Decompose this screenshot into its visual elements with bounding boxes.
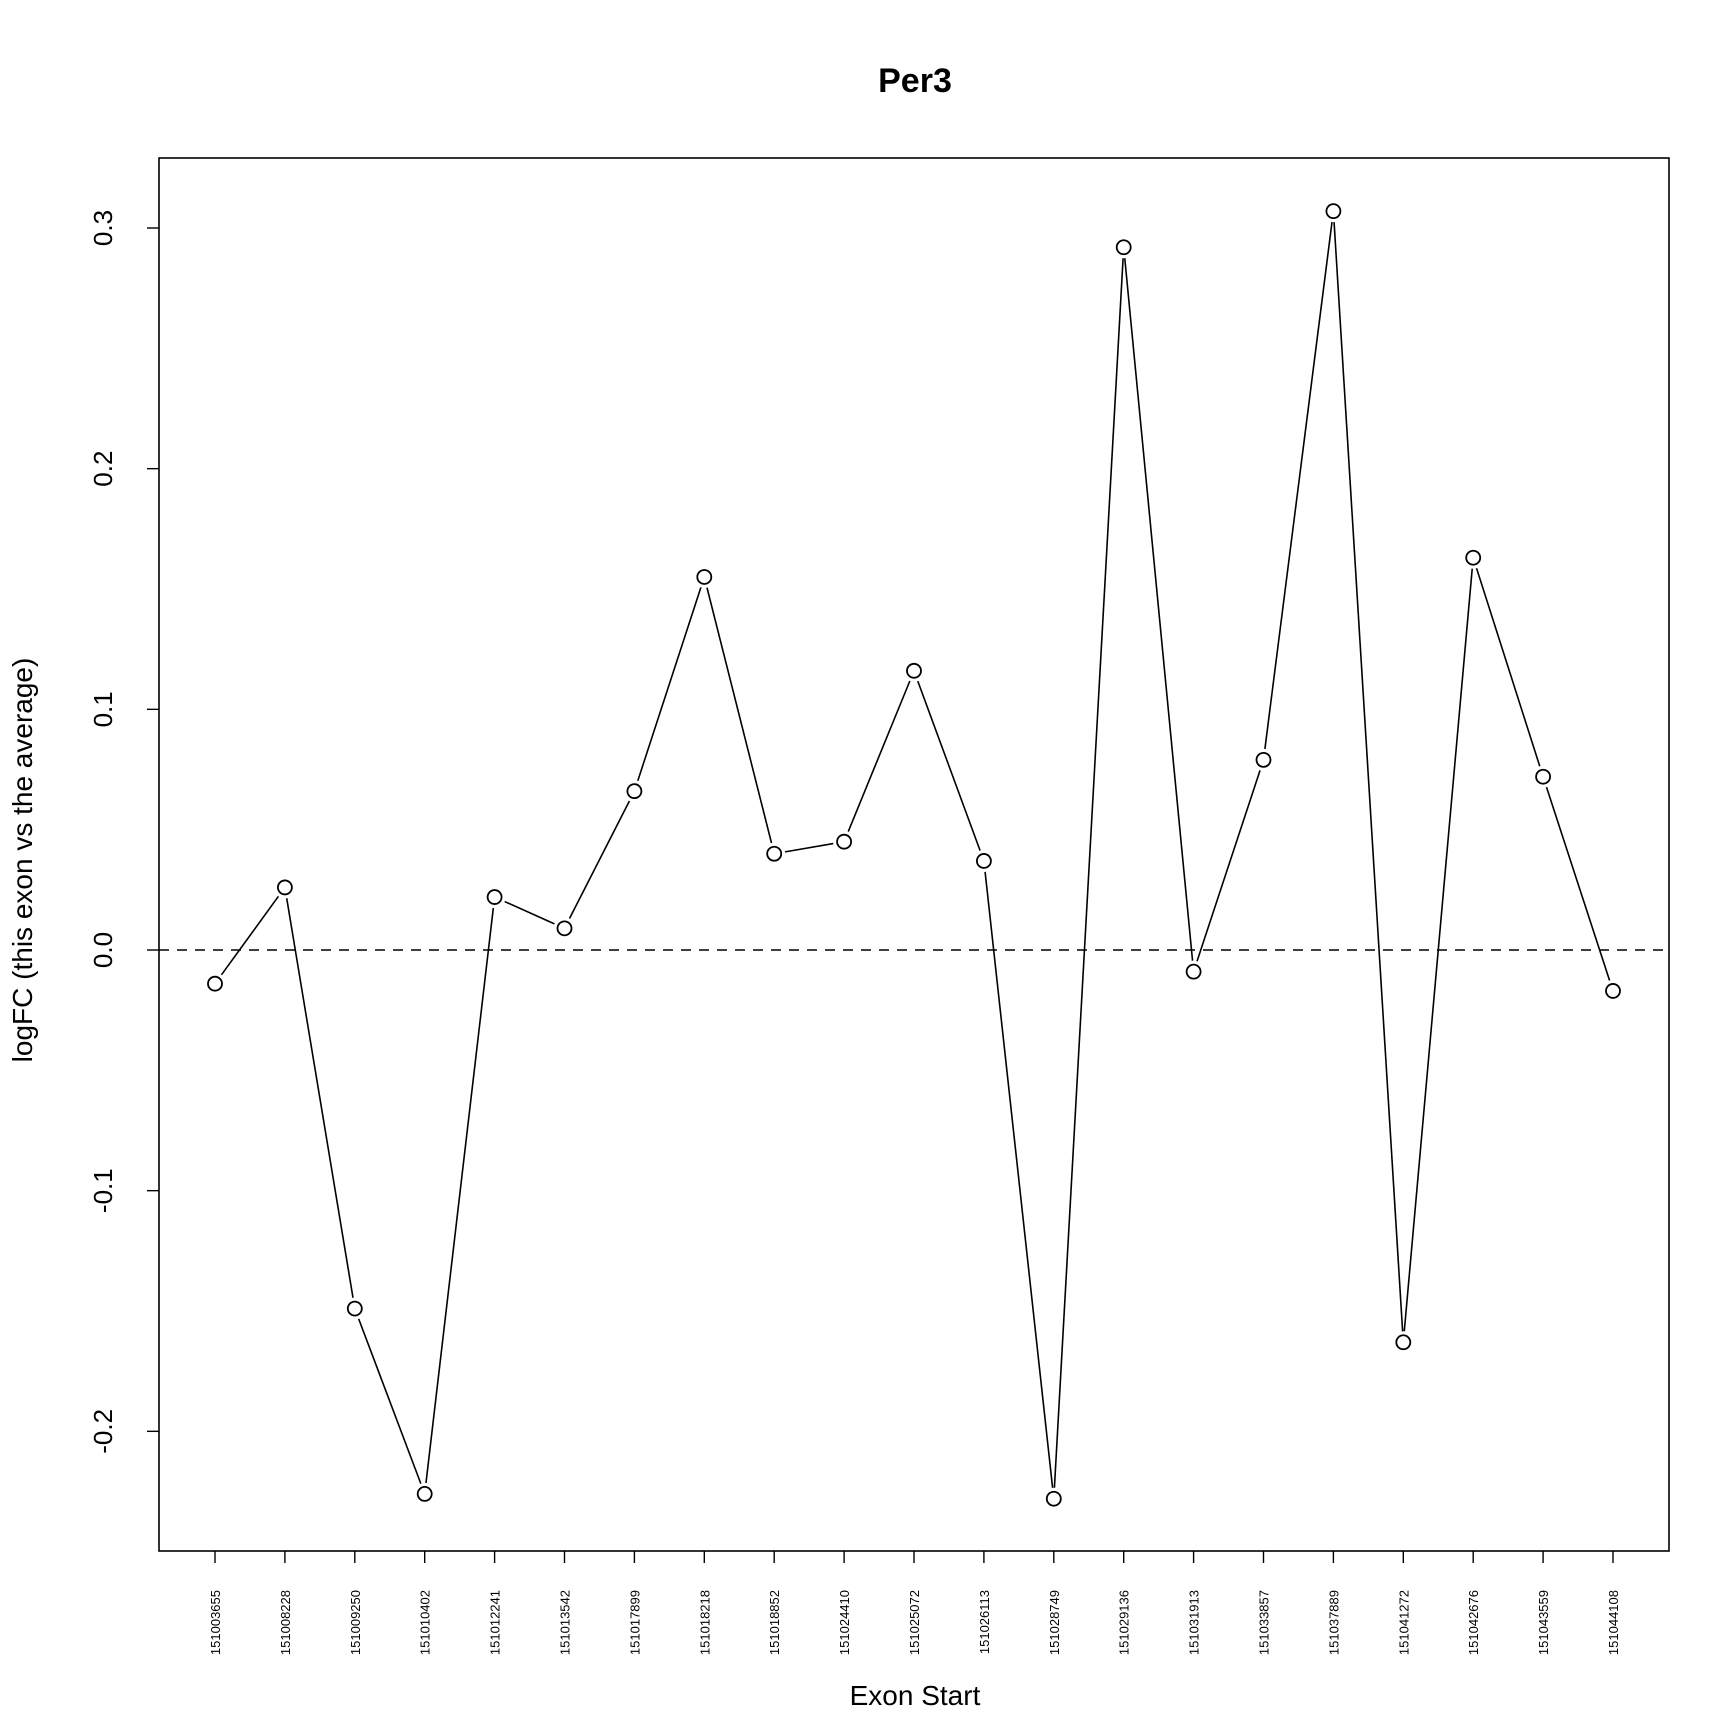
line-segment (1475, 567, 1541, 767)
data-point (696, 569, 713, 585)
x-tick-label: 151024410 (837, 1590, 852, 1655)
data-point (976, 853, 992, 869)
data-point (1325, 203, 1342, 220)
x-tick-label: 151018218 (697, 1590, 712, 1655)
data-point (1255, 751, 1272, 768)
x-tick-label: 151029136 (1117, 1590, 1132, 1655)
line-segment (220, 895, 280, 976)
data-point (416, 1486, 433, 1502)
data-point (1605, 983, 1621, 999)
x-tick-label: 151033857 (1257, 1590, 1272, 1655)
line-segment (504, 900, 555, 925)
line-segment (1333, 222, 1404, 1332)
data-point (1045, 1490, 1062, 1507)
data-point (766, 845, 783, 862)
line-segment (706, 587, 773, 844)
line-segment (285, 898, 354, 1298)
plot-frame (158, 157, 1670, 1552)
y-axis-label: logFC (this exon vs the average) (7, 658, 38, 1063)
x-tick-label: 151037889 (1326, 1590, 1341, 1655)
line-segment (847, 680, 911, 832)
data-point (1465, 549, 1482, 566)
x-tick-label: 151028749 (1047, 1590, 1062, 1655)
line-segment (784, 842, 834, 853)
y-tick-label: -0.1 (88, 1168, 118, 1213)
series-points (207, 203, 1621, 1507)
data-point (906, 662, 922, 679)
x-tick-label: 151031913 (1187, 1590, 1202, 1655)
x-axis-label: Exon Start (850, 1680, 981, 1711)
y-tick-label: 0.1 (88, 691, 118, 727)
y-axis: -0.2 -0.1 0.0 0.1 0.2 0.3 (88, 210, 159, 1454)
x-tick-label: 151017899 (627, 1590, 642, 1655)
x-tick-label: 151041272 (1396, 1590, 1411, 1655)
line-segment (1123, 258, 1194, 961)
x-tick-label: 151013542 (558, 1590, 573, 1655)
data-point (626, 783, 643, 800)
x-tick-label: 151026113 (977, 1590, 992, 1654)
line-segment (1053, 258, 1124, 1488)
x-tick-label: 151018852 (767, 1590, 782, 1655)
x-tick-label: 151009250 (348, 1590, 363, 1655)
y-tick-label: 0.2 (88, 451, 118, 487)
data-point (556, 920, 573, 937)
x-tick-label: 151008228 (278, 1590, 293, 1655)
x-tick-label: 151003655 (208, 1590, 223, 1655)
line-segment (1403, 568, 1474, 1332)
line-segment (425, 907, 495, 1484)
data-point (1535, 768, 1551, 785)
data-point (1115, 239, 1132, 256)
x-tick-label: 151042676 (1466, 1590, 1481, 1655)
data-point (1185, 963, 1202, 980)
line-segment (637, 587, 702, 781)
x-tick-label: 151025072 (907, 1590, 922, 1655)
x-tick-label: 151010402 (418, 1590, 433, 1655)
chart-title: Per3 (878, 62, 952, 100)
data-point (207, 975, 223, 992)
data-point (1395, 1334, 1412, 1351)
line-segment (917, 680, 981, 851)
data-point (346, 1300, 363, 1317)
line-segment (984, 871, 1054, 1488)
y-tick-label: 0.0 (88, 932, 118, 968)
x-tick-label: 151044108 (1606, 1590, 1621, 1655)
y-tick-label: -0.2 (88, 1409, 118, 1454)
line-segment (1196, 770, 1261, 962)
x-axis: 151003655 151008228 151009250 151010402 1510… (208, 1551, 1621, 1655)
x-tick-label: 151012241 (488, 1590, 503, 1655)
data-point (486, 889, 503, 905)
line-segment (1545, 786, 1611, 981)
series-line (220, 221, 1611, 1488)
x-tick-label: 151043559 (1536, 1590, 1551, 1655)
line-segment (1264, 221, 1333, 750)
data-point (276, 879, 293, 896)
line-segment (357, 1318, 422, 1484)
data-point (836, 833, 852, 850)
y-tick-label: 0.3 (88, 210, 118, 246)
line-segment (568, 800, 631, 919)
